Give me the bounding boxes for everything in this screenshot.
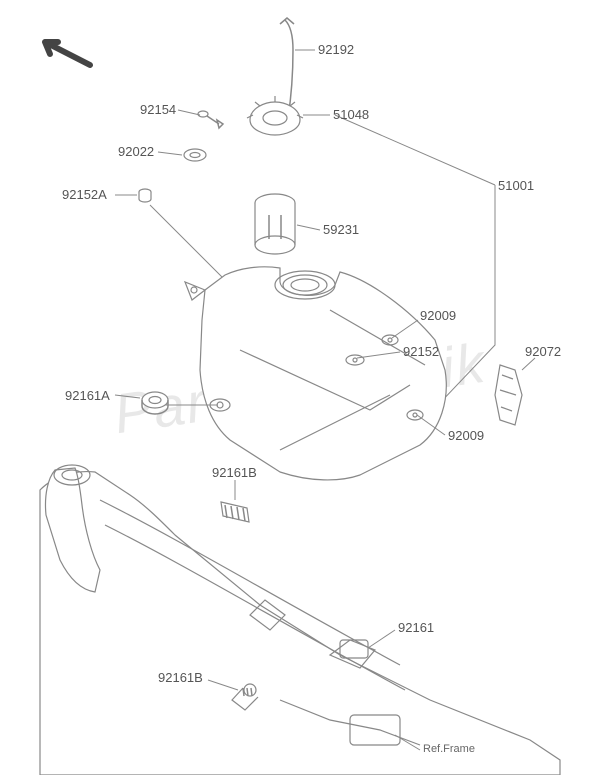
- callout-92022: 92022: [118, 144, 154, 159]
- callout-59231: 59231: [323, 222, 359, 237]
- callout-51001: 51001: [498, 178, 534, 193]
- callout-92152: 92152: [403, 344, 439, 359]
- callout-92154: 92154: [140, 102, 176, 117]
- exploded-diagram: 92192 92154 51048 92022 92152A 51001 592…: [0, 0, 600, 775]
- callout-92161B-b: 92161B: [158, 670, 203, 685]
- callout-92072: 92072: [525, 344, 561, 359]
- callout-92152A: 92152A: [62, 187, 107, 202]
- callout-92192: 92192: [318, 42, 354, 57]
- callout-51048: 51048: [333, 107, 369, 122]
- callout-92009-a: 92009: [420, 308, 456, 323]
- callout-92161: 92161: [398, 620, 434, 635]
- callout-92161A: 92161A: [65, 388, 110, 403]
- callout-92161B-a: 92161B: [212, 465, 257, 480]
- ref-frame-text: Ref.Frame: [423, 743, 475, 755]
- callout-92009-b: 92009: [448, 428, 484, 443]
